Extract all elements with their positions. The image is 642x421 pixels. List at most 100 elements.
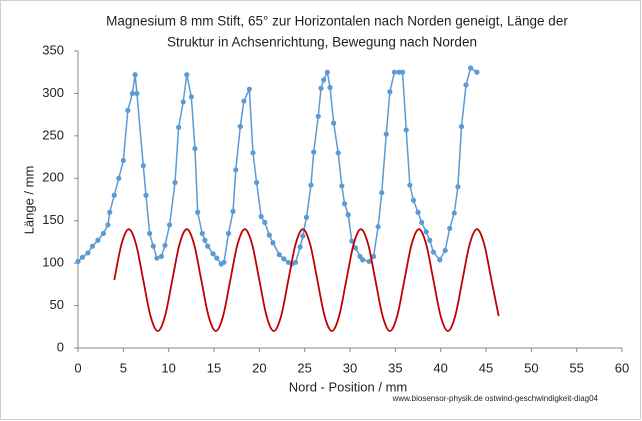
data-point: [423, 229, 429, 235]
y-axis-label: Länge / mm: [21, 166, 36, 235]
data-point: [383, 131, 389, 137]
data-point: [230, 208, 236, 214]
data-point: [89, 243, 96, 249]
x-tick-label: 30: [343, 360, 357, 375]
data-point: [202, 237, 208, 243]
data-point: [214, 255, 220, 261]
data-point: [95, 237, 101, 243]
data-point: [143, 192, 149, 198]
data-point: [318, 85, 324, 91]
x-tick-label: 10: [161, 360, 175, 375]
x-tick-label: 60: [615, 360, 629, 375]
data-point: [370, 253, 377, 259]
data-point: [331, 120, 337, 126]
data-point: [430, 249, 437, 255]
data-point: [387, 89, 393, 95]
data-point: [419, 219, 425, 226]
data-point: [129, 90, 135, 97]
y-tick-label: 100: [42, 255, 64, 270]
data-point: [140, 162, 146, 169]
data-point: [132, 72, 138, 78]
data-point: [303, 214, 310, 220]
data-point: [324, 69, 330, 75]
data-point: [300, 233, 306, 239]
data-point: [85, 250, 91, 256]
data-point: [79, 254, 86, 260]
data-point: [463, 82, 469, 88]
data-point: [315, 113, 321, 119]
data-point: [199, 230, 205, 237]
x-tick-label: 45: [479, 360, 493, 375]
x-tick-label: 20: [252, 360, 266, 375]
chart-title: Magnesium 8 mm Stift, 65° zur Horizontal…: [106, 14, 568, 29]
data-point: [150, 243, 156, 249]
data-point: [125, 107, 131, 113]
data-point: [474, 69, 480, 75]
data-point: [352, 245, 359, 251]
data-point: [467, 65, 474, 71]
data-point: [442, 247, 448, 254]
data-point: [308, 182, 314, 188]
data-point: [403, 127, 409, 133]
chart-title: Struktur in Achsenrichtung, Bewegung nac…: [167, 35, 477, 50]
data-point: [276, 252, 282, 258]
data-point: [339, 183, 345, 189]
data-point: [188, 94, 194, 100]
data-point: [335, 150, 341, 156]
data-point: [455, 184, 461, 190]
series-line: [113, 228, 500, 332]
data-point: [311, 149, 317, 155]
data-point: [396, 69, 402, 75]
y-tick-label: 350: [42, 42, 64, 57]
data-point: [120, 157, 126, 164]
data-point: [195, 209, 201, 215]
data-point: [399, 69, 406, 75]
data-point: [111, 192, 117, 198]
x-tick-label: 50: [524, 360, 538, 375]
data-point: [451, 210, 457, 216]
data-point: [297, 244, 303, 250]
data-point: [437, 257, 443, 263]
data-point: [366, 258, 372, 265]
data-point: [233, 167, 239, 173]
x-axis-label: Nord - Position / mm: [289, 379, 407, 394]
data-point: [147, 230, 153, 237]
data-point: [349, 238, 355, 244]
data-point: [172, 179, 178, 186]
y-tick-label: 200: [42, 170, 64, 185]
data-point: [158, 253, 165, 259]
data-point: [75, 258, 81, 265]
data-point: [407, 182, 413, 188]
data-point: [166, 222, 173, 228]
data-point: [246, 86, 252, 92]
y-tick-label: 0: [57, 339, 64, 354]
x-tick-label: 5: [120, 360, 127, 375]
data-point: [176, 124, 182, 130]
x-tick-label: 15: [207, 360, 221, 375]
data-point: [184, 72, 190, 78]
data-point: [375, 224, 381, 230]
data-point: [225, 230, 232, 237]
data-point: [341, 201, 348, 207]
x-tick-label: 35: [388, 360, 402, 375]
data-point: [345, 212, 351, 218]
y-tick-label: 250: [42, 127, 64, 142]
data-point: [270, 240, 276, 246]
data-point: [327, 84, 333, 91]
data-point: [116, 175, 122, 181]
data-point: [241, 98, 247, 104]
annotation: www.biosensor-physik.de ostwind-geschwin…: [392, 394, 599, 403]
data-point: [221, 259, 227, 265]
y-tick-label: 300: [42, 85, 64, 100]
data-point: [293, 259, 299, 265]
data-point: [100, 230, 106, 237]
data-point: [107, 209, 113, 215]
x-tick-label: 55: [569, 360, 583, 375]
data-point: [281, 256, 287, 262]
data-point: [458, 123, 465, 130]
data-point: [192, 145, 198, 152]
data-point: [410, 197, 417, 203]
